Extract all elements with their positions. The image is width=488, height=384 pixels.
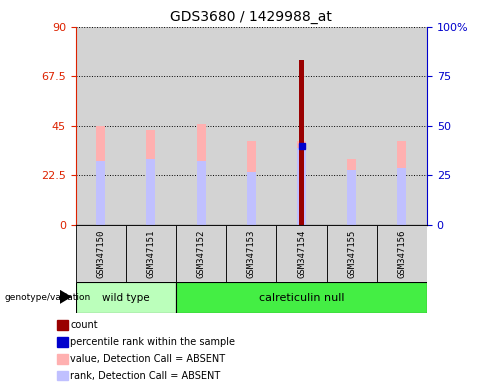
Title: GDS3680 / 1429988_at: GDS3680 / 1429988_at bbox=[170, 10, 332, 25]
Bar bbox=[247, 172, 256, 225]
Text: value, Detection Call = ABSENT: value, Detection Call = ABSENT bbox=[70, 354, 225, 364]
Bar bbox=[397, 167, 407, 225]
Text: rank, Detection Call = ABSENT: rank, Detection Call = ABSENT bbox=[70, 371, 221, 381]
Bar bbox=[347, 170, 356, 225]
Bar bbox=[347, 159, 356, 225]
Bar bbox=[299, 60, 304, 225]
Polygon shape bbox=[60, 290, 72, 304]
Bar bbox=[176, 225, 226, 282]
Text: GSM347154: GSM347154 bbox=[297, 229, 306, 278]
Bar bbox=[146, 159, 156, 225]
Text: GSM347151: GSM347151 bbox=[146, 229, 156, 278]
Text: GSM347153: GSM347153 bbox=[247, 229, 256, 278]
Bar bbox=[197, 124, 205, 225]
Bar bbox=[176, 27, 226, 225]
Bar bbox=[126, 225, 176, 282]
Text: percentile rank within the sample: percentile rank within the sample bbox=[70, 337, 235, 347]
Bar bbox=[247, 141, 256, 225]
Bar bbox=[297, 148, 306, 225]
Bar bbox=[176, 282, 427, 313]
Bar bbox=[377, 225, 427, 282]
Bar bbox=[58, 337, 68, 347]
Bar bbox=[226, 27, 276, 225]
Bar bbox=[197, 161, 205, 225]
Bar bbox=[96, 126, 105, 225]
Text: GSM347150: GSM347150 bbox=[96, 229, 105, 278]
Bar bbox=[397, 141, 407, 225]
Text: calreticulin null: calreticulin null bbox=[259, 293, 344, 303]
Text: GSM347156: GSM347156 bbox=[397, 229, 407, 278]
Text: genotype/variation: genotype/variation bbox=[5, 293, 91, 302]
Bar bbox=[76, 27, 126, 225]
Bar bbox=[326, 225, 377, 282]
Text: count: count bbox=[70, 320, 98, 330]
Bar bbox=[58, 371, 68, 380]
Bar bbox=[326, 27, 377, 225]
Text: GSM347155: GSM347155 bbox=[347, 229, 356, 278]
Text: wild type: wild type bbox=[102, 293, 150, 303]
Text: GSM347152: GSM347152 bbox=[197, 229, 205, 278]
Bar bbox=[276, 27, 326, 225]
Bar bbox=[58, 354, 68, 364]
Bar bbox=[377, 27, 427, 225]
Bar bbox=[126, 27, 176, 225]
Bar bbox=[146, 130, 156, 225]
Bar bbox=[76, 282, 176, 313]
Bar bbox=[96, 161, 105, 225]
Bar bbox=[76, 225, 126, 282]
Bar bbox=[276, 225, 326, 282]
Bar bbox=[297, 141, 306, 225]
Bar bbox=[58, 321, 68, 330]
Bar bbox=[226, 225, 276, 282]
